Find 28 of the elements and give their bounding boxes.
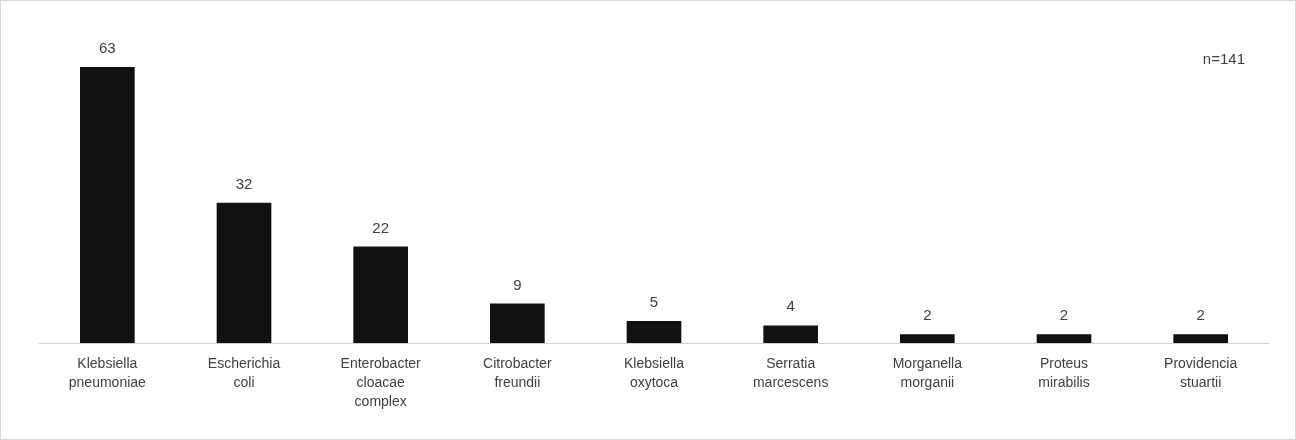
bar — [490, 303, 545, 343]
x-tick-label: Citrobacter freundii — [483, 354, 552, 390]
bar — [216, 202, 272, 343]
bar — [900, 334, 955, 343]
data-label: 2 — [1059, 306, 1069, 324]
bar — [353, 246, 408, 343]
data-label: 22 — [372, 218, 390, 236]
x-tick-label: Morganella morganii — [892, 354, 963, 390]
data-label: 5 — [649, 293, 659, 311]
bar — [80, 66, 135, 343]
data-label: 32 — [235, 174, 253, 192]
x-tick-label: Klebsiella oxytoca — [624, 354, 685, 390]
x-tick-label: Escherichia coli — [207, 354, 281, 390]
x-tick-label: Proteus mirabilis — [1038, 354, 1090, 390]
data-label: 2 — [923, 306, 932, 324]
x-tick-label: Serratia marcescens — [752, 354, 829, 390]
data-label: 9 — [513, 275, 522, 293]
bar — [763, 325, 818, 343]
x-tick-label: Klebsiella pneumoniae — [68, 354, 147, 390]
bar — [626, 321, 682, 343]
x-tick-label: Providencia stuartii — [1164, 354, 1238, 390]
bar — [1036, 334, 1092, 343]
data-label: 63 — [98, 38, 116, 56]
data-label: 2 — [1196, 306, 1205, 324]
data-label: 4 — [786, 297, 795, 315]
bar — [1173, 334, 1228, 343]
x-tick-label: Enterobacter cloacae complex — [340, 354, 422, 409]
annotation: n=141 — [1202, 50, 1246, 67]
